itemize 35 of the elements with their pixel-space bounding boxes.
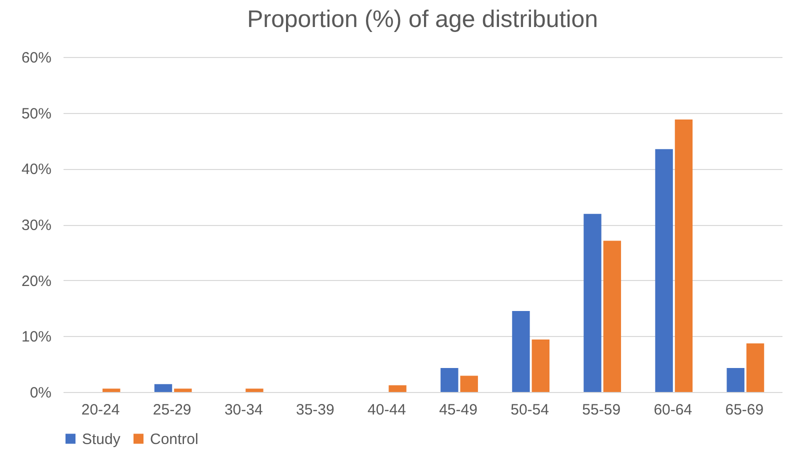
x-tick-label: 50-54 — [510, 402, 549, 418]
bar — [388, 385, 406, 392]
bar — [532, 340, 550, 392]
legend-label: Study — [82, 430, 121, 448]
y-tick-label: 30% — [21, 217, 52, 234]
x-tick-label: 65-69 — [725, 402, 764, 418]
bar — [154, 384, 172, 392]
bar — [674, 120, 693, 392]
chart-title: Proportion (%) of age distribution — [247, 6, 598, 33]
bar — [102, 388, 120, 392]
bar — [460, 376, 478, 392]
x-tick-label: 25-29 — [152, 402, 192, 418]
y-tick-label: 10% — [21, 328, 52, 346]
y-tick-label: 40% — [21, 161, 52, 178]
bar — [584, 214, 602, 392]
x-tick-label: 45-49 — [439, 402, 478, 418]
y-tick-label: 60% — [21, 50, 52, 66]
bar — [512, 311, 530, 392]
bar — [440, 368, 458, 392]
x-tick-label: 60-64 — [654, 402, 692, 418]
bar — [174, 388, 192, 392]
bar — [726, 368, 744, 392]
bar — [603, 240, 622, 392]
bar — [246, 388, 264, 392]
y-tick-label: 50% — [21, 105, 52, 122]
x-tick-label: 40-44 — [368, 402, 406, 418]
x-tick-label: 30-34 — [224, 402, 263, 418]
bar — [655, 149, 673, 392]
y-tick-label: 0% — [30, 384, 52, 402]
bar — [746, 343, 764, 392]
y-tick-label: 20% — [21, 272, 52, 290]
x-tick-label: 35-39 — [296, 402, 334, 418]
x-tick-label: 20-24 — [81, 402, 120, 418]
x-tick-label: 55-59 — [582, 402, 621, 418]
legend-label: Control — [150, 430, 198, 448]
